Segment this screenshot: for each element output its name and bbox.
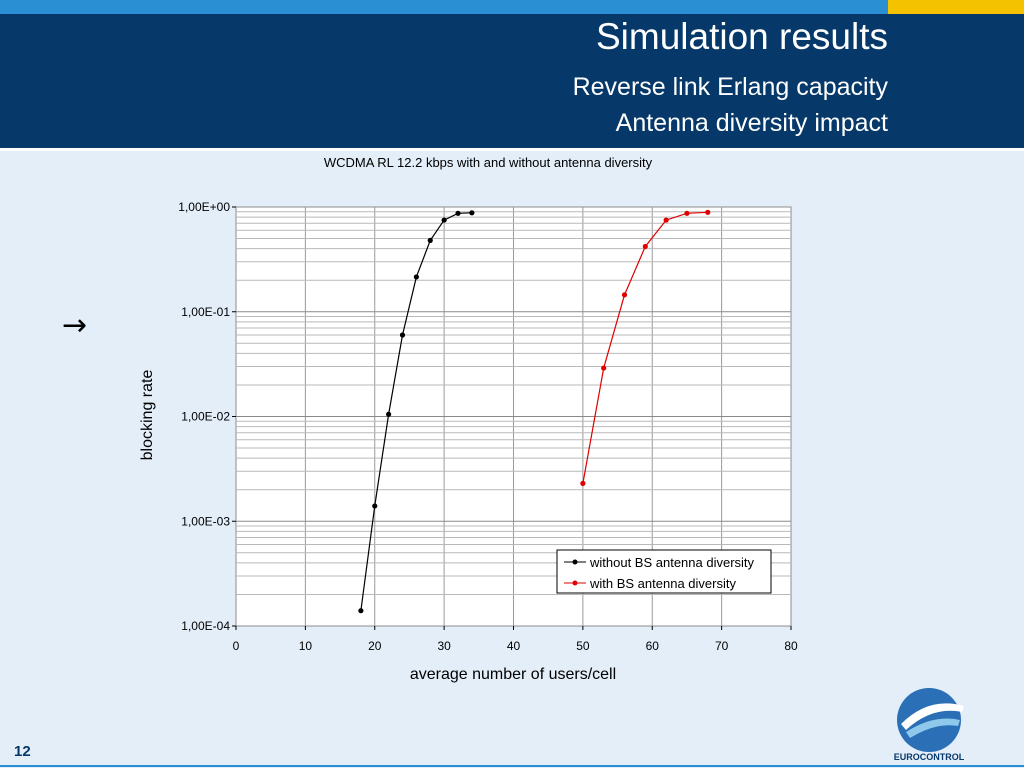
data-point-series-0 — [399, 332, 406, 338]
legend: without BS antenna diversity with BS ant… — [556, 549, 772, 594]
data-point-series-1 — [621, 292, 628, 298]
data-point-series-0 — [427, 237, 433, 243]
footer-line — [0, 765, 1024, 767]
data-point-series-0 — [413, 274, 419, 280]
x-tick-label: 60 — [646, 639, 660, 653]
x-tick-label: 30 — [437, 639, 451, 653]
chart-title: WCDMA RL 12.2 kbps with and without ante… — [324, 155, 653, 170]
x-tick-label: 10 — [299, 639, 313, 653]
data-point-series-1 — [684, 210, 690, 216]
data-point-series-1 — [580, 480, 586, 486]
x-tick-label: 0 — [233, 639, 240, 653]
x-tick-label: 20 — [368, 639, 382, 653]
y-tick-label: 1,00E-02 — [181, 410, 230, 424]
data-point-series-0 — [372, 503, 378, 509]
y-tick-label: 1,00E-04 — [181, 619, 230, 633]
x-tick-label: 40 — [507, 639, 521, 653]
x-tick-label: 50 — [576, 639, 590, 653]
x-tick-label: 70 — [715, 639, 729, 653]
data-point-series-0 — [358, 608, 364, 614]
data-point-series-1 — [601, 365, 607, 371]
legend-label-with-diversity: with BS antenna diversity — [589, 576, 736, 591]
legend-label-without-diversity: without BS antenna diversity — [589, 555, 755, 570]
y-tick-label: 1,00E+00 — [178, 200, 230, 214]
legend-marker-with-diversity — [572, 580, 578, 586]
series-group — [358, 209, 711, 614]
slide-header — [0, 14, 1024, 148]
top-accent-bar — [888, 0, 1024, 14]
slide-subtitle-line2: Antenna diversity impact — [615, 109, 888, 137]
data-point-series-0 — [455, 210, 461, 216]
y-axis-label: blocking rate — [139, 370, 156, 461]
header-divider — [0, 148, 1024, 151]
logo-text: EUROCONTROL — [894, 752, 965, 762]
slide-subtitle-line1: Reverse link Erlang capacity — [572, 73, 888, 101]
grid-lines — [236, 207, 791, 626]
x-axis-label: average number of users/cell — [410, 666, 616, 683]
y-axis-ticks: 1,00E-04 1,00E-03 1,00E-02 1,00E-01 1,00E+00 — [178, 200, 236, 633]
arrow-right-icon: → — [62, 308, 88, 343]
legend-marker-without-diversity — [572, 559, 578, 565]
data-point-series-0 — [441, 217, 447, 223]
x-tick-label: 80 — [784, 639, 798, 653]
slide-title: Simulation results — [595, 16, 888, 57]
data-point-series-0 — [469, 210, 475, 216]
data-point-series-0 — [386, 411, 392, 417]
top-stripe — [0, 0, 888, 14]
slide-number: 12 — [14, 743, 31, 760]
eurocontrol-logo: EUROCONTROL — [894, 688, 965, 762]
y-tick-label: 1,00E-01 — [181, 305, 230, 319]
data-point-series-1 — [663, 217, 669, 223]
x-axis-ticks: 0 10 20 30 40 50 60 70 80 — [233, 626, 798, 653]
y-tick-label: 1,00E-03 — [181, 514, 230, 528]
data-point-series-1 — [642, 243, 648, 250]
data-point-series-1 — [705, 209, 711, 215]
